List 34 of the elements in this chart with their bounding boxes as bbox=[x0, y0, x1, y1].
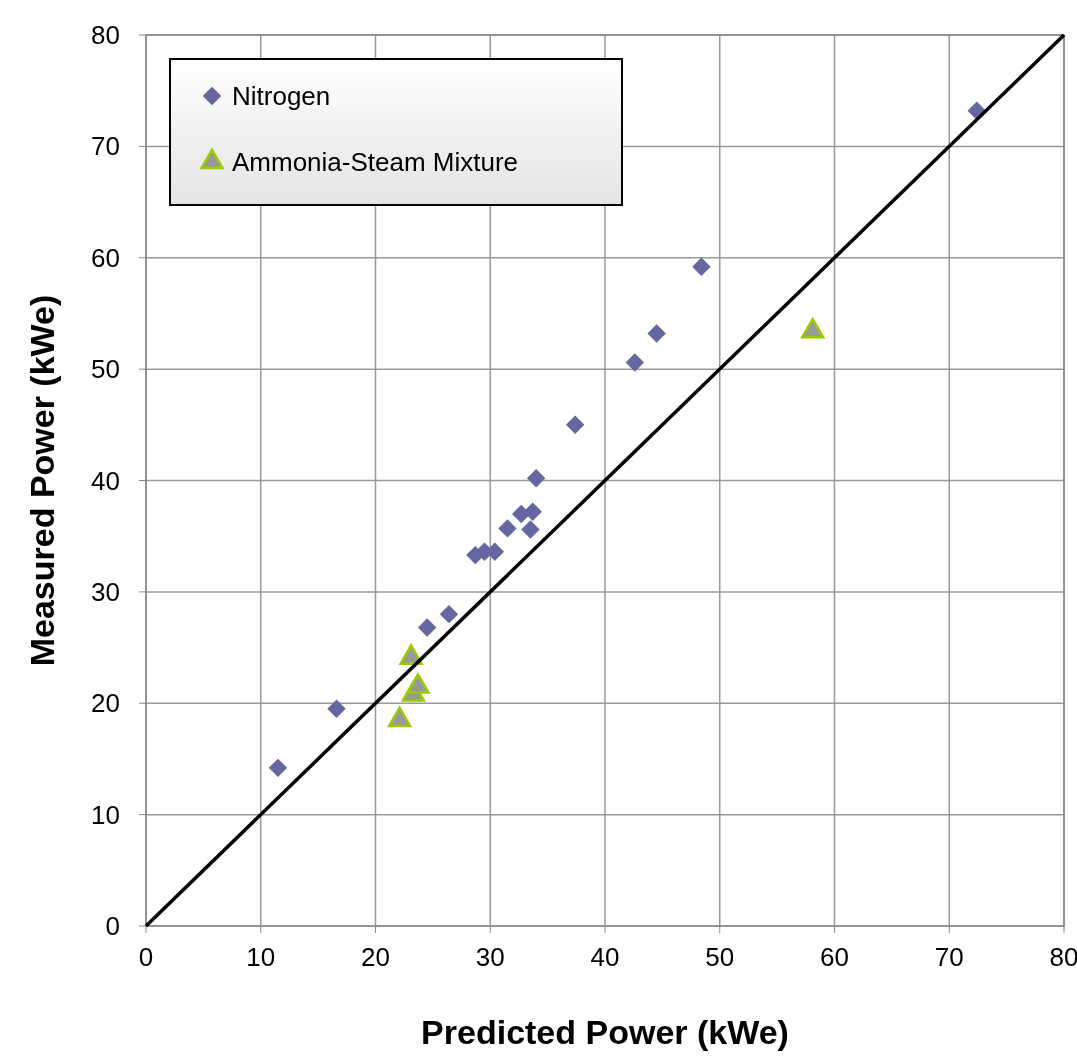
y-tick-label: 0 bbox=[105, 911, 120, 941]
x-tick-label: 30 bbox=[475, 942, 505, 972]
y-tick-label: 30 bbox=[91, 576, 120, 607]
y-tick-label: 70 bbox=[91, 131, 120, 162]
y-tick-label: 50 bbox=[91, 354, 120, 385]
point bbox=[692, 257, 711, 276]
point bbox=[327, 699, 346, 719]
x-axis-title: Predicted Power (kWe) bbox=[421, 1013, 789, 1051]
y-tick-label: 40 bbox=[91, 465, 120, 496]
y-tick-label: 80 bbox=[91, 20, 120, 50]
x-tick-label: 10 bbox=[246, 942, 276, 972]
point bbox=[526, 469, 546, 488]
x-tick-label: 50 bbox=[705, 942, 735, 972]
y-tick-label: 60 bbox=[91, 242, 120, 273]
x-tick-label: 60 bbox=[820, 942, 849, 972]
point bbox=[565, 415, 585, 435]
point bbox=[498, 519, 517, 538]
x-tick-label: 40 bbox=[590, 942, 620, 972]
x-tick-label: 20 bbox=[361, 942, 390, 972]
point bbox=[647, 324, 666, 343]
point bbox=[417, 618, 437, 637]
point bbox=[521, 520, 540, 539]
point bbox=[439, 604, 459, 624]
x-tick-label: 70 bbox=[934, 942, 964, 972]
point bbox=[625, 353, 645, 372]
legend-label: Nitrogen bbox=[232, 81, 331, 111]
x-tick-label: 0 bbox=[138, 942, 154, 972]
y-tick-label: 10 bbox=[91, 799, 120, 830]
y-tick-label: 20 bbox=[91, 688, 120, 719]
x-tick-label: 80 bbox=[1049, 942, 1077, 972]
point bbox=[523, 502, 542, 521]
point bbox=[268, 758, 288, 778]
legend-label: Ammonia-Steam Mixture bbox=[232, 147, 519, 177]
y-axis-title: Measured Power (kWe) bbox=[23, 294, 61, 667]
